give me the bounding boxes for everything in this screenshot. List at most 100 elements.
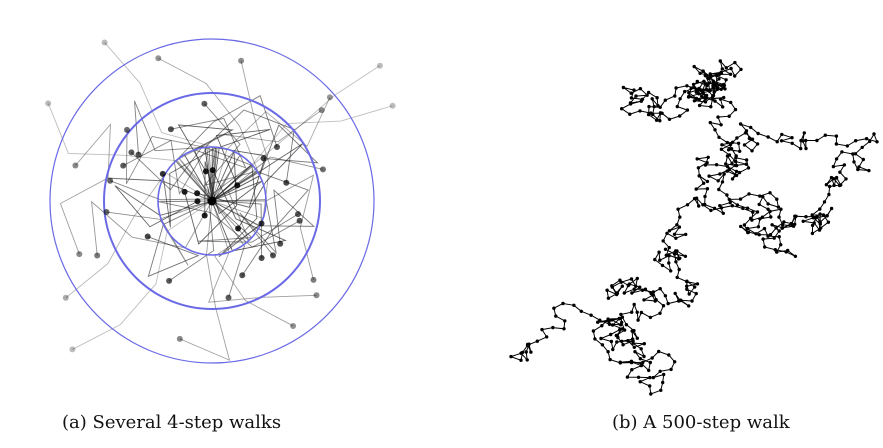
walk-vertex (634, 94, 638, 98)
walk-path (211, 174, 315, 281)
walk-vertex (834, 157, 839, 161)
walk-vertex (738, 149, 742, 153)
walk-vertex (756, 225, 761, 229)
walk-path (125, 129, 213, 202)
walk-vertex (679, 298, 683, 302)
walk-endpoint (202, 168, 209, 175)
walk-endpoint (389, 102, 396, 109)
walk-vertex (716, 115, 720, 119)
walk-vertex (726, 148, 731, 152)
walk-vertex (641, 360, 645, 365)
walk-vertex (760, 215, 765, 219)
walk-vertex (632, 302, 636, 307)
walk-path (157, 200, 300, 248)
walk-vertex (724, 66, 728, 70)
walk-vertex (867, 168, 871, 173)
walk-vertex (818, 207, 822, 211)
walk-vertex (677, 225, 682, 229)
walk-vertex (872, 132, 876, 136)
walk-vertex (620, 320, 624, 325)
walk-vertex (653, 299, 657, 303)
walk-vertex (636, 375, 641, 379)
walk-vertex (695, 79, 699, 84)
walk-vertex (647, 368, 651, 373)
walk-vertex (724, 78, 728, 82)
walk-vertex (520, 350, 525, 355)
origin-point (207, 196, 217, 206)
walk-vertex (728, 142, 733, 147)
walk-vertex (799, 146, 803, 151)
walk-vertex (642, 354, 646, 359)
walk-vertex (614, 291, 619, 295)
walk-vertex (727, 167, 731, 172)
walk-vertex (655, 96, 659, 100)
walk-vertex (677, 267, 681, 272)
walk-vertex (600, 343, 605, 347)
walk-vertex (678, 114, 682, 118)
walk-vertex (729, 147, 734, 151)
walk-vertex (609, 332, 613, 337)
walk-vertex (746, 166, 751, 170)
walk-vertex (741, 206, 745, 211)
walk-vertex (838, 170, 842, 174)
walk-vertex (661, 239, 665, 243)
walk-vertex (646, 112, 651, 117)
walk-path (211, 124, 319, 202)
walk-vertex (780, 223, 785, 227)
walk-path (147, 200, 213, 278)
walk-vertex (779, 207, 783, 211)
walk-vertex (730, 204, 734, 208)
walk-vertex (766, 207, 770, 211)
walk-vertex (674, 260, 678, 264)
walk-vertex (822, 200, 827, 204)
walk-vertex (648, 375, 652, 380)
walk-vertex (672, 232, 677, 236)
walk-endpoint (128, 149, 135, 156)
walk-vertex (742, 143, 747, 147)
walk-vertex (712, 206, 717, 210)
walk-vertex (733, 74, 737, 78)
walk-vertex (799, 138, 803, 143)
walk-vertex (642, 298, 646, 302)
walk-vertex (638, 357, 643, 361)
walk-vertex (758, 217, 762, 221)
walk-path (106, 200, 213, 266)
walk-vertex (629, 277, 634, 281)
walk-vertex (734, 159, 738, 164)
walk-vertex (675, 275, 679, 280)
walk-vertex (635, 276, 639, 281)
walk-path (211, 189, 316, 244)
walk-vertex (738, 197, 743, 201)
walk-vertex (683, 89, 687, 94)
walk-vertex (705, 187, 710, 191)
walk-vertex (768, 209, 772, 214)
walk-vertex (697, 92, 701, 96)
walk-vertex (818, 212, 822, 216)
walk-vertex (739, 67, 743, 72)
walk-endpoint (201, 212, 208, 219)
walk-vertex (782, 220, 786, 224)
walk-vertex (540, 327, 544, 332)
walk-vertex (606, 350, 610, 354)
walk-vertex (700, 94, 704, 99)
walk-vertex (755, 210, 760, 214)
walk-vertex (658, 311, 662, 315)
walk-vertex (832, 177, 836, 181)
walk-vertex (606, 318, 611, 322)
walk-vertex (658, 105, 662, 109)
walk-vertex (730, 161, 734, 166)
walk-vertex (667, 117, 672, 121)
walk-vertex (710, 97, 715, 101)
walk-vertex (685, 287, 689, 291)
walk-vertex (734, 169, 739, 174)
walk-vertex (552, 306, 556, 310)
walk-vertex (608, 357, 612, 362)
walk-vertex (649, 291, 653, 296)
walk-vertex (618, 361, 622, 365)
walk-vertex (707, 81, 711, 85)
walk-vertex (703, 202, 707, 207)
walk-vertex (687, 304, 691, 308)
walk-path (131, 145, 254, 202)
walk-vertex (700, 89, 705, 93)
walk-vertex (720, 143, 724, 147)
